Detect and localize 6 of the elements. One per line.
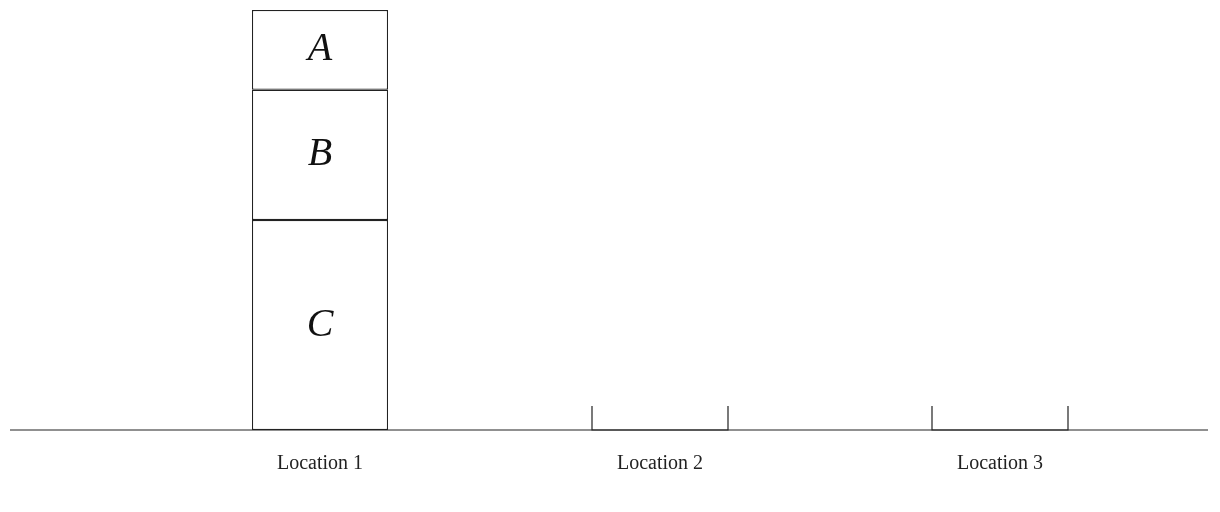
x-tick-label: Location 3 [956,451,1044,474]
x-tick-label: Location 1 [276,451,364,474]
series-label: A [304,24,333,70]
x-tick-label: Location 2 [616,451,704,474]
series-label: C [306,299,335,345]
series-label: B [307,129,333,175]
